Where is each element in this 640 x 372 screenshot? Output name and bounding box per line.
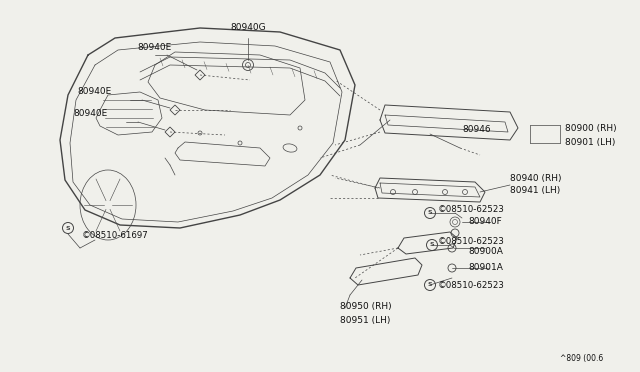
Text: 80940E: 80940E — [74, 109, 108, 119]
Text: S: S — [428, 282, 432, 288]
Text: 80940E: 80940E — [138, 44, 172, 52]
Text: 80900A: 80900A — [468, 247, 503, 257]
Text: ©08510-62523: ©08510-62523 — [438, 237, 505, 247]
Text: 80901 (LH): 80901 (LH) — [565, 138, 616, 147]
Text: ©08510-62523: ©08510-62523 — [438, 205, 505, 215]
Text: 80940 (RH): 80940 (RH) — [510, 173, 561, 183]
Text: 80950 (RH): 80950 (RH) — [340, 301, 392, 311]
Text: S: S — [429, 243, 435, 247]
Text: 80940G: 80940G — [230, 23, 266, 32]
Text: 80940E: 80940E — [77, 87, 112, 96]
Text: 80951 (LH): 80951 (LH) — [340, 315, 390, 324]
Text: ©08510-62523: ©08510-62523 — [438, 280, 505, 289]
Text: 80946: 80946 — [462, 125, 491, 135]
Text: S: S — [66, 225, 70, 231]
Text: 80940F: 80940F — [468, 218, 502, 227]
Text: 80941 (LH): 80941 (LH) — [510, 186, 560, 195]
Text: S: S — [428, 211, 432, 215]
Text: 80900 (RH): 80900 (RH) — [565, 124, 616, 132]
Text: ©08510-61697: ©08510-61697 — [82, 231, 148, 240]
Text: ^809 (00.6: ^809 (00.6 — [560, 353, 604, 362]
Text: 80901A: 80901A — [468, 263, 503, 273]
